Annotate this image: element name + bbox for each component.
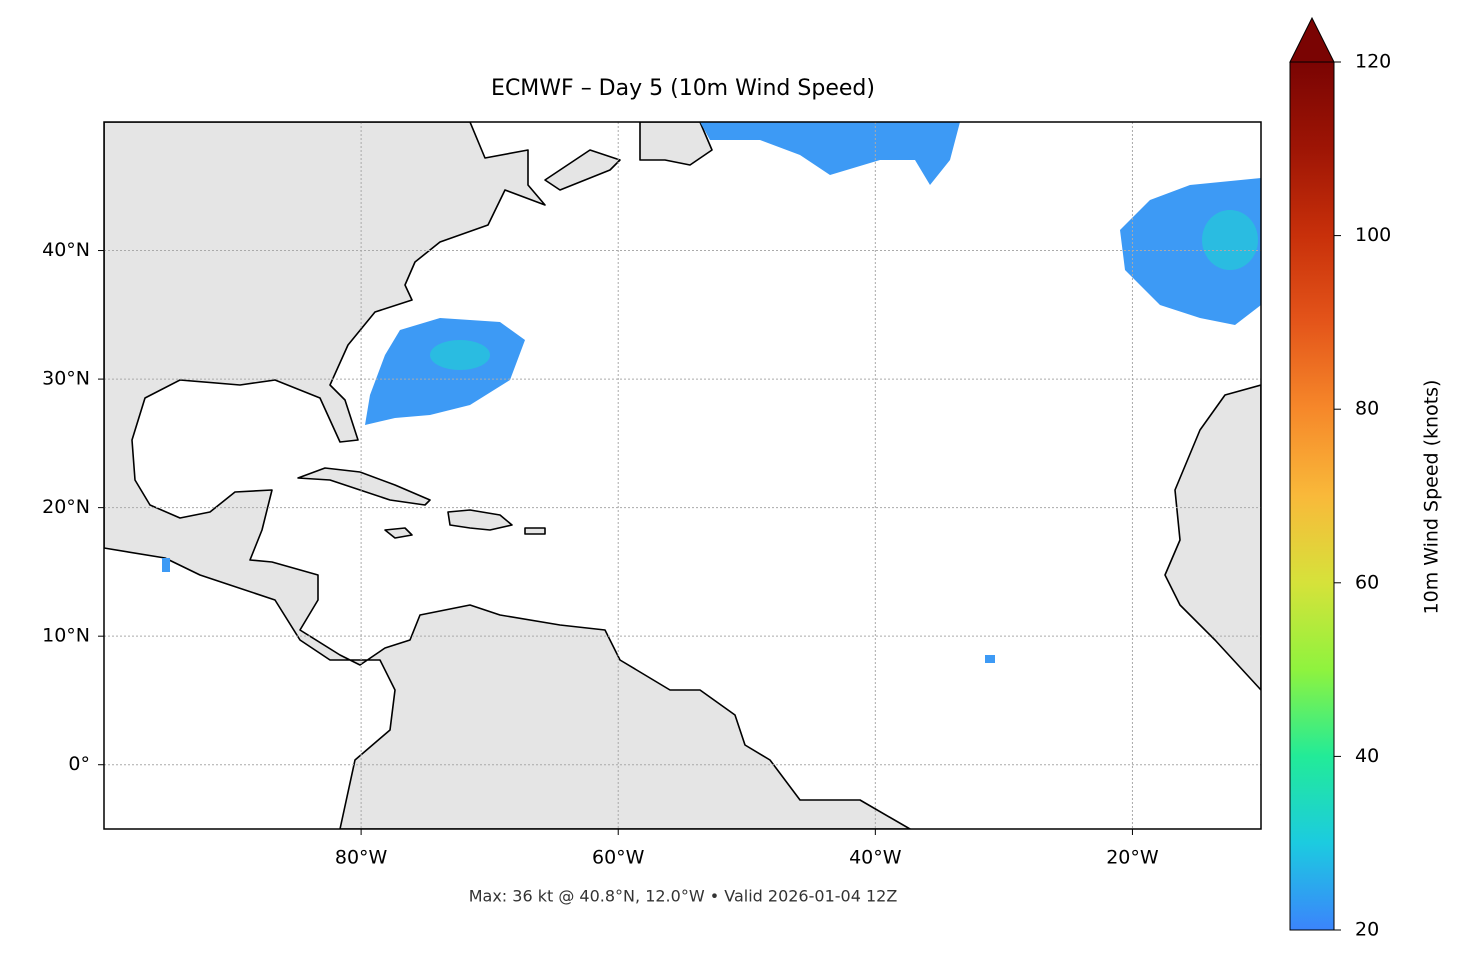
lon-tick-label: 80°W [335,847,388,869]
map-frame [103,121,1262,830]
wind-area [162,558,170,572]
colorbar-tick-label: 20 [1355,919,1379,941]
lon-tick-label: 60°W [592,847,645,869]
wind-area [985,655,995,663]
cuba [297,467,431,506]
americas [104,122,911,829]
lon-tick-label: 20°W [1106,847,1159,869]
canada-east [544,149,621,191]
wind-area [700,122,960,185]
map [104,122,1261,829]
colorbar-label: 10m Wind Speed (knots) [1421,380,1443,615]
lat-tick-label: 0° [68,753,90,775]
colorbar-tick-label: 60 [1355,571,1379,593]
colorbar-tick-label: 80 [1355,398,1379,420]
lat-tick-label: 20°N [42,496,90,518]
colorbar-tick-label: 100 [1355,224,1391,246]
africa [1164,384,1261,691]
colorbar-extend [1289,16,1335,63]
wind-core [1202,210,1258,270]
puerto-rico [524,527,546,535]
wind-area [365,318,525,425]
wind-core [430,340,490,370]
lat-tick-label: 30°N [42,368,90,390]
colorbar-tick-label: 40 [1355,745,1379,767]
colorbar-tick-label: 120 [1355,51,1391,73]
lat-tick-label: 40°N [42,239,90,261]
footer: Max: 36 kt @ 40.8°N, 12.0°W • Valid 2026… [469,887,898,906]
jamaica [384,527,413,539]
lat-tick-label: 10°N [42,625,90,647]
colorbar [1289,61,1335,931]
title: ECMWF – Day 5 (10m Wind Speed) [491,76,875,101]
hispaniola [447,509,513,531]
newfoundland [639,122,713,166]
lon-tick-label: 40°W [849,847,902,869]
